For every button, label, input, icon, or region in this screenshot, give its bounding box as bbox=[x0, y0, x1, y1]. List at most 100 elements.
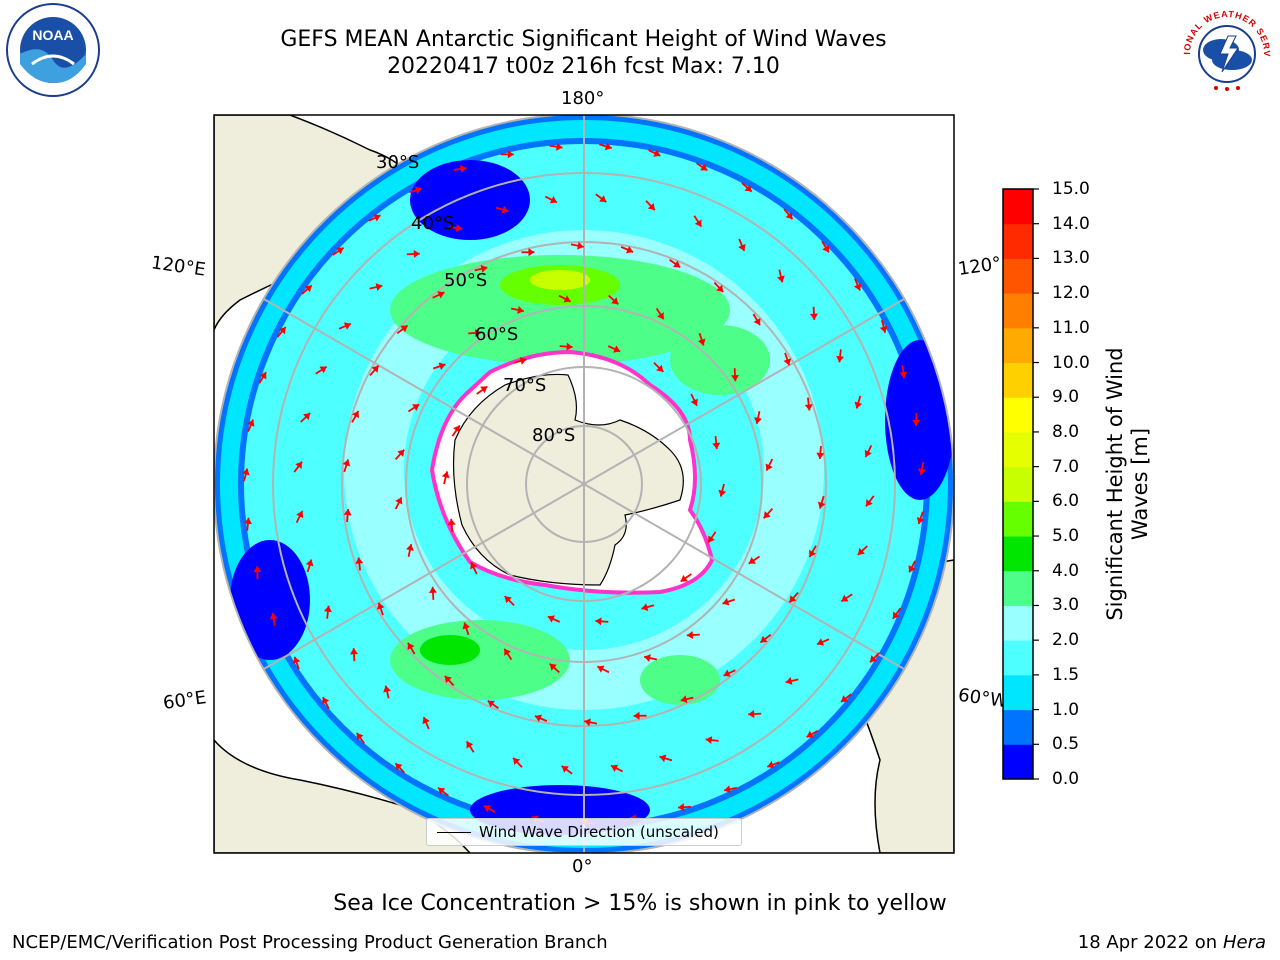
wave-direction-arrow bbox=[633, 711, 647, 720]
wave-direction-arrow bbox=[322, 696, 330, 710]
wave-direction-arrow bbox=[383, 685, 391, 699]
wave-direction-arrow bbox=[406, 543, 414, 558]
wave-direction-arrow bbox=[596, 665, 610, 674]
wave-direction-arrow bbox=[918, 461, 926, 476]
wave-direction-arrow bbox=[584, 718, 598, 727]
wave-direction-arrow bbox=[754, 410, 762, 425]
wave-direction-arrow bbox=[879, 319, 888, 333]
wave-direction-arrow bbox=[468, 328, 482, 337]
wave-direction-arrow bbox=[804, 397, 813, 411]
wave-direction-arrow bbox=[407, 403, 420, 413]
wave-direction-arrow bbox=[368, 214, 381, 222]
colorbar-swatch bbox=[1003, 536, 1033, 572]
wave-direction-arrow bbox=[247, 419, 255, 432]
wave-direction-arrow bbox=[474, 264, 488, 273]
wave-direction-arrow bbox=[465, 740, 475, 753]
wave-direction-arrow bbox=[258, 371, 267, 384]
wave-direction-arrow bbox=[748, 710, 762, 718]
wave-direction-arrow bbox=[422, 716, 430, 730]
wave-direction-arrow bbox=[437, 787, 449, 797]
colorbar-swatch bbox=[1003, 709, 1033, 745]
wave-direction-arrow bbox=[544, 195, 558, 204]
colorbar-swatch bbox=[1003, 258, 1033, 294]
colorbar-tick-label: 1.5 bbox=[1052, 664, 1080, 685]
colorbar-tick-label: 12.0 bbox=[1052, 283, 1090, 304]
wave-field-green-band bbox=[670, 325, 770, 395]
wave-direction-arrow bbox=[293, 461, 303, 473]
wave-direction-arrow bbox=[857, 545, 868, 556]
wave-direction-arrow bbox=[406, 250, 420, 258]
wave-direction-arrow bbox=[723, 785, 738, 794]
wave-direction-arrow bbox=[669, 259, 681, 269]
wave-direction-arrow bbox=[608, 294, 619, 305]
wave-direction-arrow bbox=[253, 566, 262, 580]
colorbar-tick-label: 5.0 bbox=[1052, 526, 1080, 547]
wave-direction-arrow bbox=[449, 223, 463, 232]
wave-field-low-patch bbox=[885, 340, 954, 500]
wave-direction-arrow bbox=[655, 307, 665, 320]
wave-direction-arrow bbox=[731, 368, 740, 382]
wave-direction-arrow bbox=[561, 765, 573, 775]
wave-direction-arrow bbox=[269, 612, 278, 626]
wave-direction-arrow bbox=[470, 561, 478, 575]
wave-field-peak-patch bbox=[530, 270, 590, 290]
map-frame bbox=[213, 114, 955, 854]
graticule bbox=[214, 115, 954, 853]
wave-direction-arrow bbox=[315, 365, 328, 375]
wave-direction-arrow bbox=[409, 186, 423, 195]
colorbar-swatch bbox=[1003, 189, 1033, 225]
wave-direction-arrow bbox=[723, 669, 736, 677]
lat-label-30s: 30°S bbox=[376, 152, 420, 173]
wave-direction-arrow bbox=[607, 345, 621, 353]
colorbar-tick-label: 11.0 bbox=[1052, 317, 1090, 338]
colorbar-tick-label: 8.0 bbox=[1052, 421, 1080, 442]
wave-direction-arrow bbox=[332, 247, 345, 256]
wave-direction-arrow bbox=[648, 149, 661, 157]
wave-direction-arrow bbox=[441, 471, 450, 485]
wave-direction-arrow bbox=[741, 182, 753, 193]
wave-direction-arrow bbox=[355, 557, 364, 571]
colorbar-tick-label: 10.0 bbox=[1052, 352, 1090, 373]
wave-direction-arrow bbox=[453, 164, 467, 173]
wave-direction-arrow bbox=[816, 638, 830, 646]
wave-direction-arrow bbox=[483, 805, 496, 813]
wave-field-green-band bbox=[390, 255, 730, 365]
wave-direction-arrow bbox=[686, 631, 700, 640]
wave-direction-arrow bbox=[244, 517, 252, 531]
lon-label-180: 180° bbox=[561, 88, 605, 109]
wave-direction-arrow bbox=[748, 555, 761, 565]
wave-direction-arrow bbox=[722, 597, 736, 606]
wave-direction-arrow bbox=[693, 215, 703, 228]
wave-direction-arrow bbox=[342, 459, 351, 473]
wave-direction-arrow bbox=[559, 342, 573, 351]
wave-direction-arrow bbox=[763, 508, 774, 519]
wave-direction-arrow bbox=[292, 656, 301, 670]
colorbar-swatch bbox=[1003, 501, 1033, 537]
wave-direction-arrow bbox=[810, 306, 818, 320]
wave-direction-arrow bbox=[821, 240, 830, 253]
wave-direction-arrow bbox=[840, 693, 852, 703]
wave-direction-arrow bbox=[765, 458, 774, 472]
map-title: GEFS MEAN Antarctic Significant Height o… bbox=[280, 27, 887, 52]
colorbar-swatch bbox=[1003, 293, 1033, 329]
colorbar-swatch bbox=[1003, 640, 1033, 676]
wave-direction-arrow bbox=[369, 365, 380, 377]
wave-direction-arrow bbox=[595, 617, 609, 626]
wave-direction-arrow bbox=[432, 362, 446, 371]
colorbar-tick-label: 3.0 bbox=[1052, 595, 1080, 616]
wave-direction-arrow bbox=[696, 162, 708, 172]
wave-direction-arrow bbox=[510, 306, 525, 314]
wave-direction-arrow bbox=[865, 495, 875, 507]
colorbar-swatch bbox=[1003, 431, 1033, 468]
wave-direction-arrow bbox=[759, 633, 772, 644]
wave-direction-arrow bbox=[549, 142, 563, 151]
map-subtitle: 20220417 t00z 216h fcst Max: 7.10 bbox=[387, 54, 780, 79]
colorbar-tick-label: 2.0 bbox=[1052, 630, 1080, 651]
colorbar-label: Significant Height of Wind Waves [m] bbox=[1103, 347, 1152, 621]
footer-org: NCEP/EMC/Verification Post Processing Pr… bbox=[12, 932, 608, 953]
wave-direction-arrow bbox=[766, 760, 780, 769]
wave-direction-arrow bbox=[513, 357, 527, 365]
wave-direction-arrow bbox=[645, 200, 656, 211]
